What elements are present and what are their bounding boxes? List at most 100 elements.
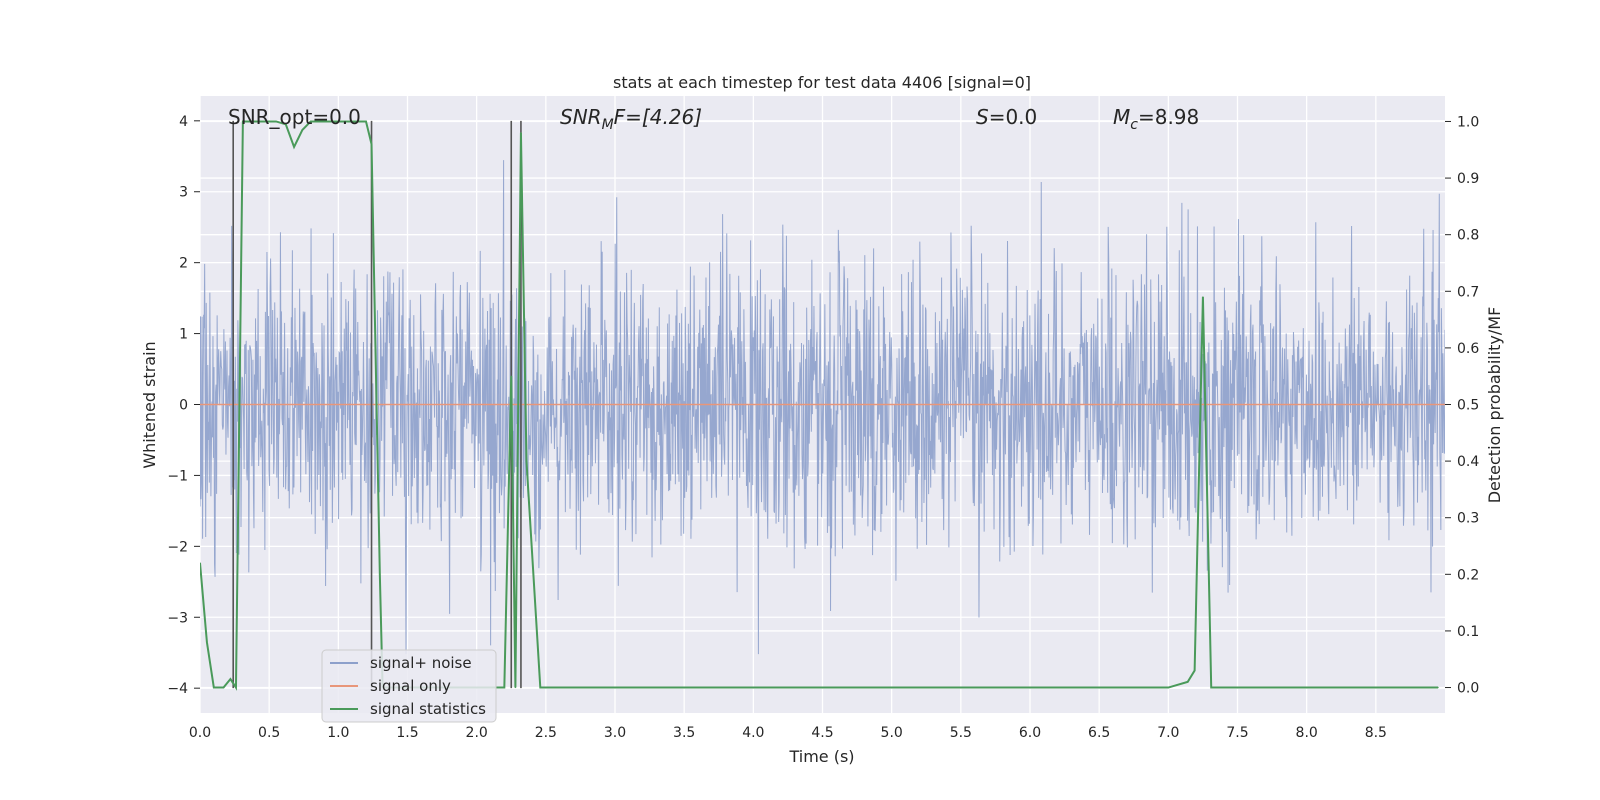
y2-tick-label-8: 0.8 [1457, 228, 1479, 244]
stat-point-29 [614, 686, 616, 689]
stat-point-2 [213, 686, 215, 689]
y-tick-label-4: 0 [179, 398, 188, 414]
x-tick-label-15: 7.5 [1226, 725, 1248, 741]
stat-point-33 [1167, 686, 1169, 689]
y2-axis-ticks: 0.0 0.1 0.2 0.3 0.4 0.5 0.6 0.7 0.8 0.9 1.0 [1445, 114, 1479, 697]
stat-point-26 [525, 460, 528, 462]
stat-point-0 [200, 562, 201, 564]
x-tick-label-6: 3.0 [604, 725, 626, 741]
y-axis-label: Whitened strain [140, 341, 159, 468]
y-tick-label-8: 4 [179, 114, 188, 130]
stat-point-17 [370, 143, 373, 145]
legend-label-signal-noise: signal+ noise [370, 654, 472, 672]
stat-point-39 [1264, 686, 1266, 689]
x-tick-label-8: 4.0 [742, 725, 764, 741]
x-tick-label-13: 6.5 [1088, 725, 1110, 741]
annotation-snr-mf-value: F=[4.26] [614, 105, 702, 129]
y2-tick-label-4: 0.4 [1457, 454, 1479, 470]
stat-point-34 [1187, 681, 1189, 683]
annotation-mc: Mc=8.98 [1113, 105, 1199, 133]
annotation-snr-mf-subscript: M [602, 117, 614, 133]
stat-point-4 [229, 678, 232, 680]
annotation-mc-subscript: c [1130, 117, 1138, 133]
stat-point-10 [293, 146, 295, 148]
annotation-s-value: =0.0 [989, 105, 1038, 129]
stat-point-28 [572, 686, 575, 689]
x-tick-label-1: 0.5 [258, 725, 280, 741]
stat-point-38 [1220, 686, 1222, 689]
stat-point-8 [275, 120, 277, 123]
stat-point-23 [510, 375, 512, 377]
stat-point-31 [891, 686, 893, 689]
x-tick-label-0: 0.0 [189, 725, 211, 741]
stat-point-13 [330, 120, 333, 123]
stat-point-40 [1306, 686, 1308, 689]
annotation-snr-mf: SNRMF=[4.26] [560, 105, 702, 133]
stat-point-7 [261, 120, 263, 123]
annotation-mc-value: =8.98 [1138, 105, 1199, 129]
stat-point-36 [1202, 296, 1204, 298]
y2-tick-label-5: 0.5 [1457, 398, 1479, 414]
stat-point-5 [235, 686, 237, 689]
annotation-mc-symbol: M [1113, 105, 1130, 129]
y2-tick-label-10: 1.0 [1457, 114, 1479, 130]
x-tick-label-17: 8.5 [1365, 725, 1387, 741]
stat-point-25 [520, 132, 522, 134]
x-tick-label-14: 7.0 [1157, 725, 1179, 741]
y-tick-label-2: −2 [167, 539, 188, 555]
y-tick-label-6: 2 [179, 256, 188, 272]
x-axis-ticks: 0.0 0.5 1.0 1.5 2.0 2.5 3.0 3.5 4.0 4.5 5.0 5.5 6.0 6… [189, 725, 1387, 741]
stat-point-27 [539, 686, 541, 689]
chart-title: stats at each timestep for test data 440… [613, 73, 1031, 92]
legend-box [321, 649, 497, 723]
x-tick-label-2: 1.0 [327, 725, 349, 741]
legend-label-signal-only: signal only [370, 677, 451, 695]
x-tick-label-10: 5.0 [881, 725, 903, 741]
y2-axis-label: Detection probability/MF [1485, 307, 1504, 504]
annotation-snr-mf-symbol: SNR [560, 105, 602, 129]
stat-point-18 [379, 573, 381, 575]
y2-tick-label-6: 0.6 [1457, 341, 1479, 357]
y-tick-label-1: −3 [167, 610, 188, 626]
stat-point-37 [1210, 686, 1212, 689]
stat-point-22 [503, 686, 505, 689]
y2-tick-label-1: 0.1 [1457, 624, 1479, 640]
y2-tick-label-2: 0.2 [1457, 567, 1479, 583]
annotation-s: S=0.0 [976, 105, 1037, 129]
y2-tick-label-9: 0.9 [1457, 171, 1479, 187]
stat-point-16 [365, 120, 367, 123]
legend-label-signal-statistics: signal statistics [370, 700, 486, 718]
stat-point-12 [310, 120, 312, 123]
series-signal-noise [200, 160, 1445, 655]
x-tick-label-9: 4.5 [811, 725, 833, 741]
legend: signal+ noise signal only signal statist… [321, 649, 497, 723]
stat-point-3 [222, 686, 225, 689]
stat-point-30 [752, 686, 754, 689]
x-axis-label: Time (s) [788, 747, 854, 766]
x-tick-label-16: 8.0 [1296, 725, 1318, 741]
stat-point-41 [1437, 686, 1439, 689]
stat-point-6 [242, 120, 244, 123]
y-tick-label-3: −1 [167, 468, 188, 484]
x-tick-label-12: 6.0 [1019, 725, 1041, 741]
annotation-snr-opt: SNR_opt=0.0 [228, 105, 361, 129]
y-axis-ticks: −4 −3 −2 −1 0 1 2 3 4 [167, 114, 200, 697]
y-tick-label-0: −4 [167, 681, 188, 697]
x-tick-label-4: 2.0 [466, 725, 488, 741]
stat-point-35 [1194, 669, 1196, 672]
stat-point-32 [1029, 686, 1031, 689]
y-tick-label-5: 1 [179, 327, 188, 343]
y-tick-label-7: 3 [179, 185, 188, 201]
stat-point-14 [344, 120, 346, 123]
x-tick-label-5: 2.5 [535, 725, 557, 741]
stat-point-9 [285, 123, 287, 125]
x-tick-label-3: 1.5 [396, 725, 418, 741]
y2-tick-label-0: 0.0 [1457, 681, 1479, 697]
y2-tick-label-7: 0.7 [1457, 284, 1479, 300]
annotation-s-symbol: S [976, 105, 989, 129]
x-tick-label-7: 3.5 [673, 725, 695, 741]
stat-point-11 [301, 129, 303, 131]
y2-tick-label-3: 0.3 [1457, 511, 1479, 527]
stat-point-1 [206, 641, 208, 643]
